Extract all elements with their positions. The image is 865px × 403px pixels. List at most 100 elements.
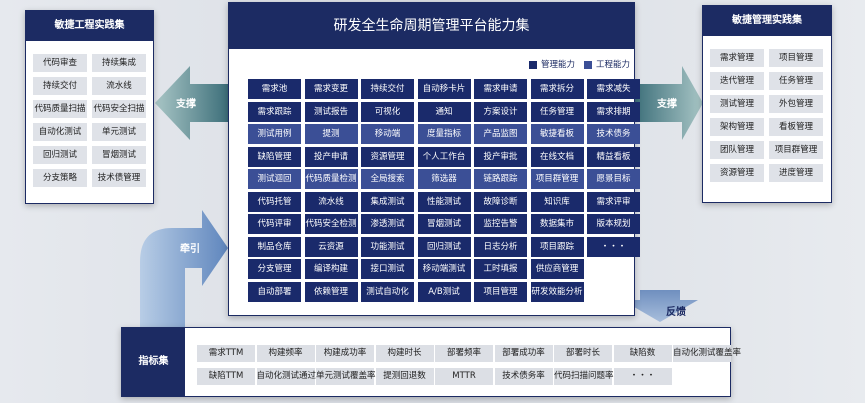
panel-title: 敏捷工程实践集 bbox=[26, 11, 153, 41]
metric-item: 自动化测试覆盖率 bbox=[673, 345, 741, 362]
capability-cell: 云资源 bbox=[304, 236, 358, 257]
capability-cell: 敏捷看板 bbox=[530, 124, 584, 144]
practice-item: 项目群管理 bbox=[769, 141, 823, 159]
capability-cell: ・・・ bbox=[587, 236, 640, 257]
capability-cell: 度量指标 bbox=[417, 124, 471, 144]
practice-item: 迭代管理 bbox=[710, 72, 764, 90]
practice-item: 单元测试 bbox=[92, 123, 146, 141]
panel-title: 敏捷管理实践集 bbox=[703, 6, 831, 36]
capability-cell: 知识库 bbox=[530, 191, 584, 212]
capability-cell: 产品监图 bbox=[474, 124, 527, 144]
capability-cell: 渗透测试 bbox=[361, 214, 414, 234]
capability-cell: 可视化 bbox=[361, 101, 414, 122]
support-arrow-right bbox=[634, 66, 703, 140]
capability-cell: 技术债务 bbox=[587, 124, 640, 144]
capability-cell: 在线文档 bbox=[530, 146, 584, 167]
capability-cell: 移动端测试 bbox=[417, 259, 471, 279]
metric-item: 提测回退数 bbox=[375, 368, 434, 385]
capability-cell: 移动端 bbox=[361, 124, 414, 144]
practice-item: 团队管理 bbox=[710, 141, 764, 159]
capability-cell: 持续交付 bbox=[361, 79, 414, 99]
capability-cell: 冒烟测试 bbox=[417, 214, 471, 234]
practice-item: 代码安全扫描 bbox=[92, 100, 146, 118]
arrow-label: 支撑 bbox=[657, 99, 677, 110]
capability-cell: 性能测试 bbox=[417, 191, 471, 212]
metric-item: 部署频率 bbox=[435, 345, 493, 362]
practice-item: 冒烟测试 bbox=[92, 146, 146, 164]
capability-cell: 缺陷管理 bbox=[248, 146, 301, 167]
capability-cell: 接口测试 bbox=[361, 259, 414, 279]
capability-cell: 流水线 bbox=[304, 191, 358, 212]
left-panel: 敏捷工程实践集 代码审查 持续集成 持续交付 流水线 代码质量扫描 代码安全扫描 自动化测试… bbox=[25, 10, 154, 204]
metric-item: 缺陷数 bbox=[613, 345, 672, 362]
metric-item: 单元测试覆盖率 bbox=[316, 368, 376, 385]
capability-cell: 代码评审 bbox=[248, 214, 301, 234]
metric-item: 代码扫描问题率 bbox=[554, 368, 614, 385]
capability-cell: 需求申请 bbox=[474, 79, 527, 99]
capability-cell: 自动部署 bbox=[248, 281, 301, 302]
practice-item: 代码审查 bbox=[33, 54, 87, 72]
arrow-label: 牵引 bbox=[180, 244, 200, 255]
practice-item: 测试管理 bbox=[710, 95, 764, 113]
metric-item: 构建频率 bbox=[256, 345, 315, 362]
practice-item: 回归测试 bbox=[33, 146, 87, 164]
feedback-arrow bbox=[622, 290, 698, 322]
capability-cell: 工时填报 bbox=[474, 259, 527, 279]
capability-cell: 筛选器 bbox=[417, 169, 471, 189]
capability-cell: 代码质量检测 bbox=[304, 169, 358, 189]
capability-cell: 代码安全检测 bbox=[304, 214, 358, 234]
support-arrow-left bbox=[155, 66, 228, 140]
metric-item: 部署成功率 bbox=[494, 345, 553, 362]
practice-item: 持续集成 bbox=[92, 54, 146, 72]
capability-cell: 需求跟踪 bbox=[248, 101, 301, 122]
metric-item: 构建成功率 bbox=[316, 345, 374, 362]
capability-cell: 测试自动化 bbox=[361, 281, 414, 302]
metric-item: ・・・ bbox=[613, 368, 672, 385]
capability-cell: 需求池 bbox=[248, 79, 301, 99]
legend-swatch bbox=[584, 61, 592, 69]
capability-cell: 精益看板 bbox=[587, 146, 640, 167]
metrics-panel: 指标集 需求TTM 构建频率 构建成功率 构建时长 部署频率 部署成功率 部署时长 缺陷数 自动… bbox=[121, 327, 741, 397]
capability-cell: 需求变更 bbox=[304, 79, 358, 99]
practice-item: 看板管理 bbox=[769, 118, 823, 136]
legend-label: 管理能力 bbox=[541, 60, 576, 70]
capability-cell: 投产申请 bbox=[304, 146, 358, 167]
arrow-label: 支撑 bbox=[176, 99, 196, 110]
metric-item: 部署时长 bbox=[554, 345, 612, 362]
practice-item: 持续交付 bbox=[33, 77, 87, 95]
capability-cell: 项目管理 bbox=[474, 281, 527, 302]
capability-cell: 任务管理 bbox=[530, 101, 584, 122]
capability-cell: 监控告警 bbox=[474, 214, 527, 234]
capability-cell: 投产审批 bbox=[474, 146, 527, 167]
practice-item: 分支策略 bbox=[33, 169, 87, 187]
metric-item: MTTR bbox=[435, 368, 493, 385]
center-panel: 研发全生命周期管理平台能力集 管理能力 工程能力 需求池 需求跟踪 测试用例 缺陷管理 测试… bbox=[228, 2, 640, 316]
practice-item: 技术债管理 bbox=[92, 169, 146, 187]
metric-item: 缺陷TTM bbox=[197, 368, 255, 385]
capability-cell: 通知 bbox=[417, 101, 471, 122]
pull-arrow bbox=[140, 210, 228, 328]
practice-item: 任务管理 bbox=[769, 72, 823, 90]
capability-cell: 自动移卡片 bbox=[417, 79, 471, 99]
practice-item: 架构管理 bbox=[710, 118, 764, 136]
practice-item: 自动化测试 bbox=[33, 123, 87, 141]
practice-item: 项目管理 bbox=[769, 49, 823, 67]
capability-cell: 愿景目标 bbox=[587, 169, 640, 189]
capability-cell: 功能测试 bbox=[361, 236, 414, 257]
capability-cell: 方案设计 bbox=[474, 101, 527, 122]
capability-cell: 编译构建 bbox=[304, 259, 358, 279]
capability-cell: 日志分析 bbox=[474, 236, 527, 257]
legend-label: 工程能力 bbox=[596, 60, 631, 70]
metrics-title: 指标集 bbox=[122, 328, 185, 396]
center-title: 研发全生命周期管理平台能力集 bbox=[229, 3, 634, 49]
right-panel: 敏捷管理实践集 需求管理 项目管理 迭代管理 任务管理 测试管理 外包管理 架构管理 看板管理… bbox=[702, 5, 832, 203]
capability-cell: 测试报告 bbox=[304, 101, 358, 122]
capability-cell: 故障诊断 bbox=[474, 191, 527, 212]
practice-item: 进度管理 bbox=[769, 164, 823, 182]
capability-cell: 个人工作台 bbox=[417, 146, 471, 167]
capability-cell: 全局搜索 bbox=[361, 169, 414, 189]
legend-swatch bbox=[529, 61, 537, 69]
metric-item: 需求TTM bbox=[197, 345, 255, 362]
